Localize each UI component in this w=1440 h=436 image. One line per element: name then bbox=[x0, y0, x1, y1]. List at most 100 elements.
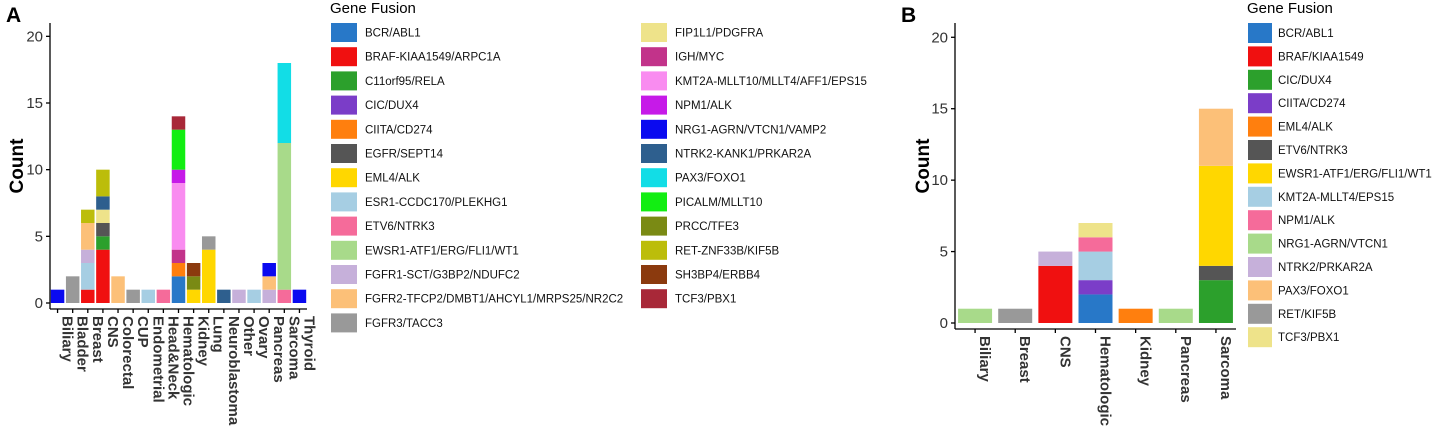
bar-segment bbox=[186, 263, 201, 277]
legend-label: NTRK2-KANK1/PRKAR2A bbox=[675, 149, 811, 161]
bar-segment bbox=[1198, 265, 1233, 281]
legend-item: CIC/DUX4 bbox=[1248, 69, 1332, 90]
bar-segment bbox=[998, 308, 1033, 323]
legend-label: CIC/DUX4 bbox=[365, 100, 419, 112]
legend-swatch bbox=[1248, 327, 1272, 348]
bar-segment bbox=[1158, 308, 1193, 323]
legend-item: BRAF-KIAA1549/ARPC1A bbox=[331, 47, 501, 67]
legend-item: FGFR2-TFCP2/DMBT1/AHCYL1/MRPS25/NR2C2 bbox=[331, 289, 623, 309]
legend-label: EWSR1-ATF1/ERG/FLI1/WT1 bbox=[365, 245, 519, 257]
y-tick-label: 15 bbox=[931, 101, 948, 118]
legend-label: FGFR3/TACC3 bbox=[365, 318, 443, 330]
legend-swatch bbox=[1248, 163, 1272, 184]
x-tick-label: CNS bbox=[104, 316, 121, 348]
legend-swatch bbox=[331, 47, 357, 67]
legend-item: EWSR1-ATF1/ERG/FLI1/WT1 bbox=[331, 240, 519, 260]
legend-item: NTRK2/PRKAR2A bbox=[1248, 257, 1373, 277]
legend-swatch bbox=[331, 168, 357, 188]
x-tick-label: Neuroblastoma bbox=[225, 316, 242, 426]
bar-segment bbox=[1198, 108, 1233, 166]
legend-label: RET/KIF5B bbox=[1278, 309, 1336, 321]
bar-segment bbox=[65, 276, 80, 303]
bar-segment bbox=[958, 308, 993, 323]
legend-label: BRAF-KIAA1549/ARPC1A bbox=[365, 52, 501, 64]
x-tick-label: Ovary bbox=[255, 316, 272, 359]
bar-segment bbox=[81, 223, 95, 250]
bar-segment bbox=[1198, 165, 1233, 266]
legend-swatch bbox=[1248, 69, 1272, 90]
legend-label: BCR/ABL1 bbox=[1278, 28, 1334, 40]
legend-item: PRCC/TFE3 bbox=[641, 216, 739, 236]
legend-swatch bbox=[1248, 116, 1272, 137]
legend-item: PICALM/MLLT10 bbox=[641, 192, 762, 212]
bar-segment bbox=[96, 223, 110, 237]
y-axis-title: Count bbox=[7, 138, 28, 194]
panel-label: A bbox=[6, 4, 21, 27]
legend-label: PRCC/TFE3 bbox=[675, 221, 739, 233]
legend-label: NRG1-AGRN/VTCN1/VAMP2 bbox=[675, 124, 826, 136]
bar-segment bbox=[1078, 237, 1113, 252]
x-tick-label: Lung bbox=[210, 316, 227, 353]
legend-swatch bbox=[331, 144, 357, 163]
legend-item: PAX3/FOXO1 bbox=[1248, 280, 1349, 301]
legend-label: EWSR1-ATF1/ERG/FLI1/WT1 bbox=[1278, 168, 1432, 180]
legend-item: TCF3/PBX1 bbox=[641, 289, 736, 309]
x-tick-label: Thyroid bbox=[300, 316, 317, 371]
legend-swatch bbox=[641, 119, 667, 139]
x-tick-label: Biliary bbox=[59, 316, 76, 363]
y-tick-label: 20 bbox=[931, 29, 948, 46]
bars bbox=[958, 108, 1233, 323]
legend-item: NRG1-AGRN/VTCN1/VAMP2 bbox=[641, 119, 826, 139]
bar-segment bbox=[50, 289, 65, 303]
x-tick-label: CUP bbox=[134, 316, 151, 348]
legend-swatch bbox=[1248, 93, 1272, 114]
x-tick-label: Head&Neck bbox=[164, 316, 181, 400]
bar-segment bbox=[171, 263, 186, 277]
legend-item: NPM1/ALK bbox=[641, 95, 732, 115]
legend-swatch bbox=[331, 265, 357, 284]
legend-label: FGFR1-SCT/G3BP2/NDUFC2 bbox=[365, 270, 520, 282]
x-tick-label: Hematologic bbox=[180, 316, 197, 406]
bar-segment bbox=[1078, 280, 1113, 295]
x-tick-label: Endometrial bbox=[149, 316, 166, 403]
legend-swatch bbox=[641, 265, 667, 284]
y-axis-title: Count bbox=[913, 138, 934, 194]
legend-item: EML4/ALK bbox=[331, 168, 420, 188]
legend-label: PAX3/FOXO1 bbox=[675, 173, 746, 185]
legend-swatch bbox=[331, 313, 357, 333]
y-tick-label: 10 bbox=[26, 162, 43, 179]
legend-label: PICALM/MLLT10 bbox=[675, 197, 762, 209]
bar-segment bbox=[81, 209, 95, 223]
legend: Gene Fusion BCR/ABL1 BRAF-KIAA1549/ARPC1A C… bbox=[330, 0, 867, 333]
legend-label: TCF3/PBX1 bbox=[675, 294, 736, 306]
bar-segment bbox=[186, 289, 201, 303]
x-tick-label: Pancreas bbox=[270, 316, 287, 383]
panel-label: B bbox=[901, 4, 916, 27]
legend-label: ETV6/NTRK3 bbox=[1278, 145, 1348, 157]
legend-swatch bbox=[641, 47, 667, 67]
bar-segment bbox=[81, 249, 95, 263]
legend-swatch bbox=[641, 71, 667, 91]
legend-swatch bbox=[641, 289, 667, 309]
legend-label: IGH/MYC bbox=[675, 52, 724, 64]
legend-swatch bbox=[331, 95, 357, 115]
legend-item: BCR/ABL1 bbox=[1248, 23, 1334, 43]
bar-segment bbox=[96, 169, 110, 197]
legend-swatch bbox=[1248, 233, 1272, 254]
y-tick-label: 0 bbox=[940, 315, 948, 332]
x-tick-label: Bladder bbox=[74, 316, 91, 372]
bar-segment bbox=[156, 289, 171, 303]
legend-swatch bbox=[331, 289, 357, 309]
y-tick-label: 5 bbox=[940, 244, 948, 261]
legend-item: SH3BP4/ERBB4 bbox=[641, 265, 761, 284]
legend-swatch bbox=[331, 240, 357, 260]
legend-item: C11orf95/RELA bbox=[331, 71, 445, 91]
legend-label: EML4/ALK bbox=[365, 173, 420, 185]
legend-item: ESR1-CCDC170/PLEKHG1 bbox=[331, 192, 508, 212]
x-tick-label: CNS bbox=[1056, 336, 1073, 368]
legend-swatch bbox=[331, 216, 357, 236]
legend-label: CIITA/CD274 bbox=[1278, 98, 1346, 110]
legend-item: EML4/ALK bbox=[1248, 116, 1333, 137]
panel-a: A Count 0 5 10 15 20 BiliaryBladderBreastCNSCol… bbox=[6, 0, 867, 426]
panel-b: B Count 0 5 10 15 20 Biliary Breast CNS Hematologi… bbox=[901, 0, 1432, 426]
